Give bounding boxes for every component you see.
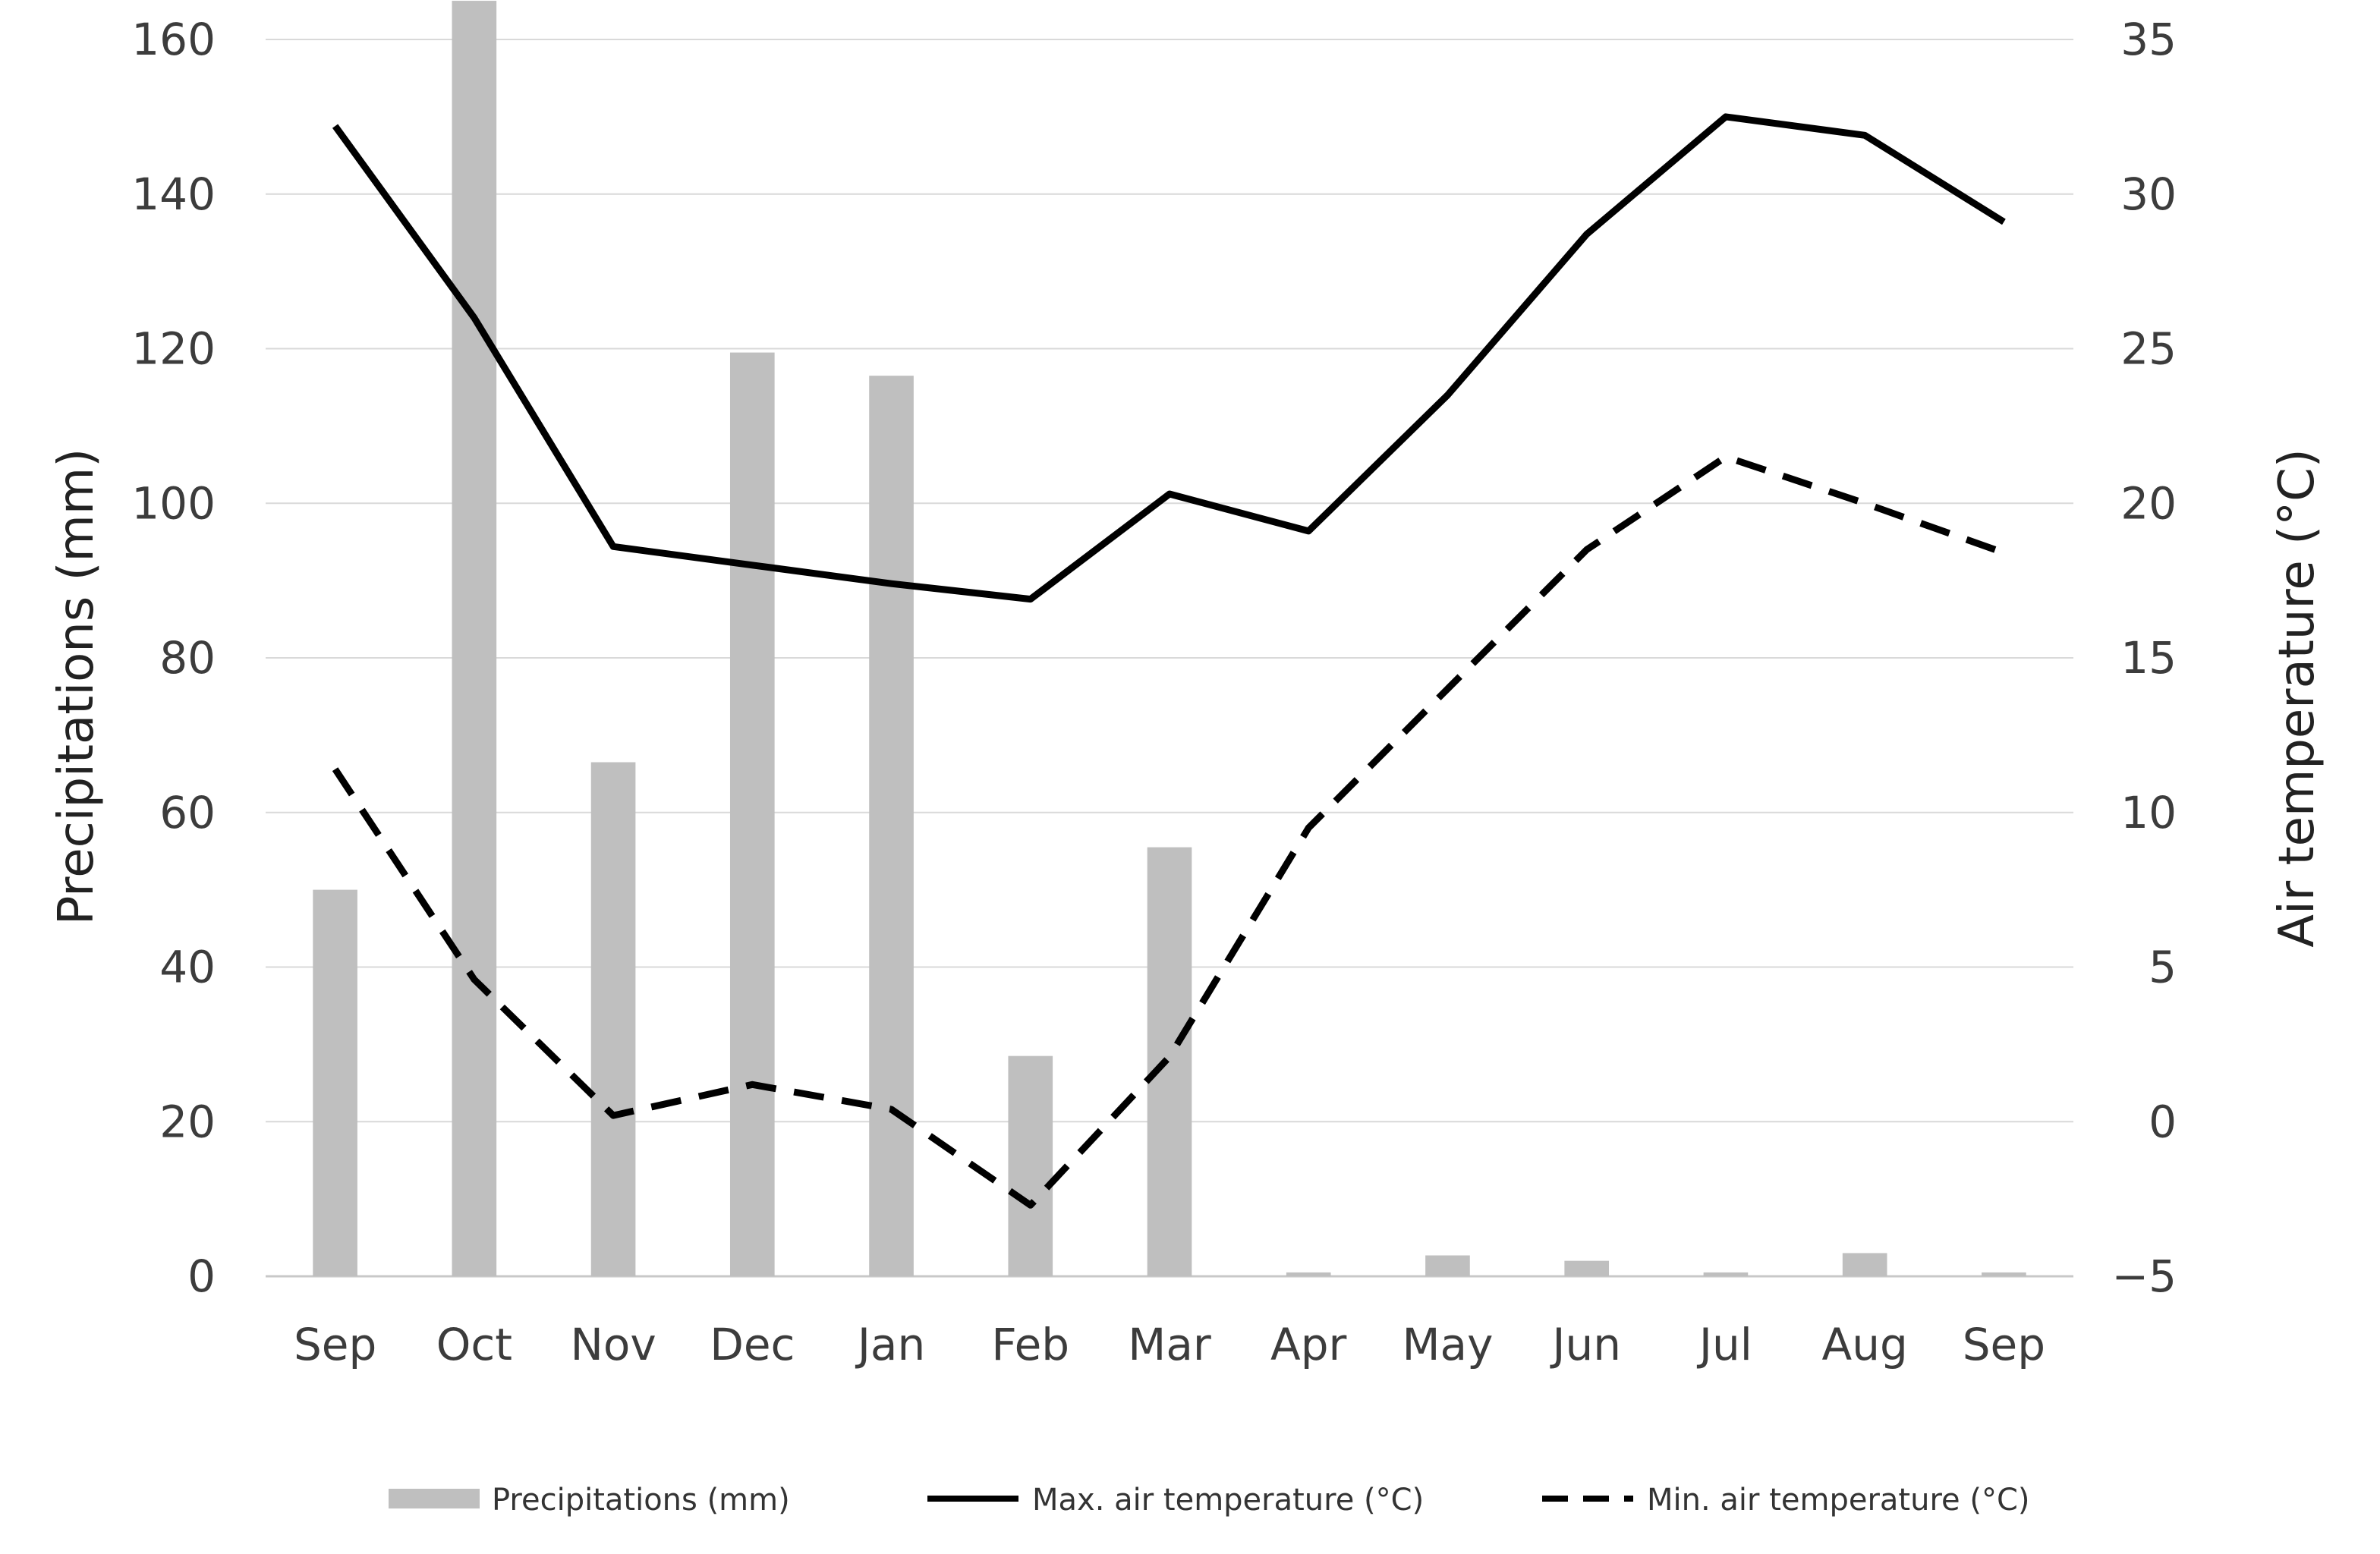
precipitation-bar <box>1842 1253 1887 1276</box>
precipitation-bars <box>313 1 2026 1276</box>
right-tick-label: 35 <box>2120 14 2177 65</box>
x-tick-label: Sep <box>294 1319 376 1370</box>
precipitation-bar <box>869 376 914 1276</box>
max-temp-line <box>332 113 2006 603</box>
right-tick-label: 20 <box>2120 477 2177 529</box>
legend-item-precipitation: Precipitations (mm) <box>389 1483 790 1518</box>
gridlines <box>266 39 2073 1278</box>
temperature-lines <box>332 113 2006 1209</box>
right-tick-label: 10 <box>2120 787 2177 838</box>
x-tick-label: Oct <box>436 1319 512 1370</box>
legend: Precipitations (mm) Max. air temperature… <box>389 1483 2029 1518</box>
left-axis-title: Precipitations (mm) <box>49 448 105 925</box>
left-axis-ticks: 0 20 40 60 80 100 120 140 160 <box>131 14 216 1302</box>
x-tick-label: Jul <box>1697 1319 1752 1370</box>
x-tick-label: Feb <box>991 1319 1069 1370</box>
x-tick-label: Jun <box>1550 1319 1621 1370</box>
precipitation-bar <box>590 762 636 1276</box>
precipitation-bar <box>729 352 775 1276</box>
x-tick-label: Apr <box>1270 1319 1346 1370</box>
legend-label-precipitation: Precipitations (mm) <box>492 1483 790 1518</box>
left-tick-label: 20 <box>159 1096 216 1147</box>
legend-item-min-temp: Min. air temperature (°C) <box>1542 1483 2029 1518</box>
left-tick-label: 100 <box>131 477 216 529</box>
x-axis-ticks: Sep Oct Nov Dec Jan Feb Mar Apr May Jun Jul Aug Sep <box>294 1319 2045 1370</box>
x-tick-label: Sep <box>1963 1319 2045 1370</box>
x-tick-label: Mar <box>1128 1319 1211 1370</box>
legend-label-min-temp: Min. air temperature (°C) <box>1647 1483 2029 1518</box>
min-temp-line <box>332 453 2005 1209</box>
legend-swatch-precipitation <box>389 1489 480 1508</box>
right-tick-label: 25 <box>2120 323 2177 375</box>
precipitation-bar <box>1008 1055 1053 1276</box>
right-tick-label: −5 <box>2112 1250 2177 1302</box>
x-tick-label: Aug <box>1822 1319 1908 1370</box>
left-tick-label: 120 <box>131 323 216 375</box>
precipitation-bar <box>1982 1272 2026 1276</box>
right-tick-label: 15 <box>2120 632 2177 684</box>
right-tick-label: 0 <box>2149 1096 2177 1147</box>
precipitation-bar <box>1286 1272 1331 1276</box>
right-tick-label: 5 <box>2149 942 2177 993</box>
precipitation-bar <box>452 1 497 1276</box>
left-tick-label: 160 <box>131 14 216 65</box>
x-tick-label: Nov <box>570 1319 656 1370</box>
left-tick-label: 0 <box>187 1250 216 1302</box>
precipitation-bar <box>1147 847 1192 1276</box>
precipitation-bar <box>1703 1272 1749 1276</box>
left-tick-label: 40 <box>159 942 216 993</box>
left-tick-label: 60 <box>159 787 216 838</box>
legend-item-max-temp: Max. air temperature (°C) <box>927 1483 1424 1518</box>
x-tick-label: Jan <box>855 1319 925 1370</box>
precipitation-bar <box>1425 1255 1470 1276</box>
right-tick-label: 30 <box>2120 168 2177 220</box>
precipitation-bar <box>313 889 357 1276</box>
right-axis-title: Air temperature (°C) <box>2269 448 2325 947</box>
left-tick-label: 80 <box>159 632 216 684</box>
precipitation-bar <box>1564 1260 1610 1276</box>
x-tick-label: May <box>1402 1319 1494 1370</box>
right-axis-ticks: −5 0 5 10 15 20 25 30 35 <box>2112 14 2177 1302</box>
left-tick-label: 140 <box>131 168 216 220</box>
legend-label-max-temp: Max. air temperature (°C) <box>1032 1483 1424 1518</box>
x-tick-label: Dec <box>710 1319 795 1370</box>
